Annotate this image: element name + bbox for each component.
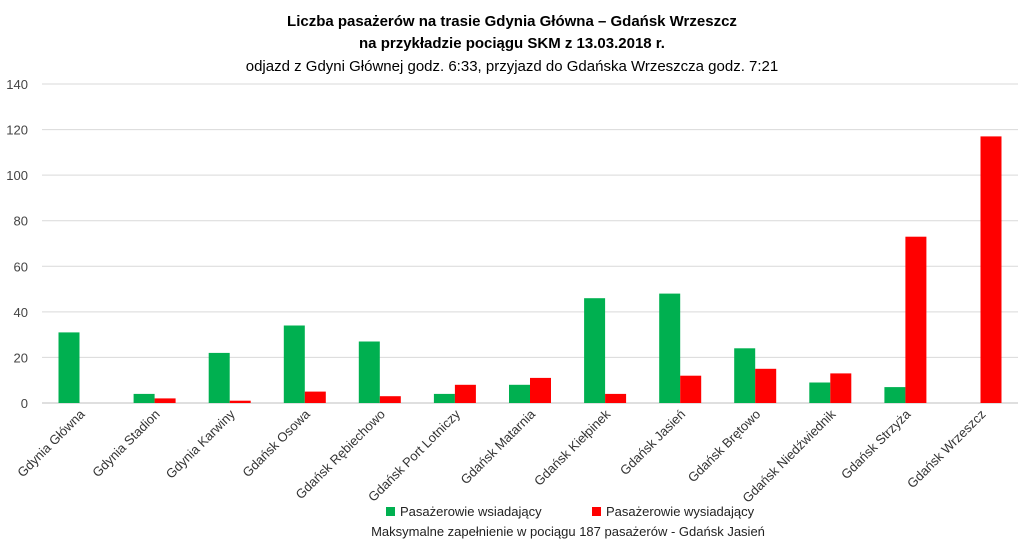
- bar-boarding: [884, 387, 906, 403]
- x-category-label: Gdynia Główna: [14, 406, 88, 480]
- legend: Pasażerowie wsiadający Pasażerowie wysia…: [386, 504, 755, 519]
- bar-boarding: [433, 393, 455, 403]
- x-category-label: Gdańsk Wrzeszcz: [904, 407, 989, 492]
- y-tick-label: 60: [14, 259, 28, 274]
- y-tick-label: 20: [14, 350, 28, 365]
- bar-alighting: [680, 375, 702, 403]
- bar-alighting: [605, 393, 627, 403]
- y-tick-label: 0: [21, 396, 28, 411]
- bar-boarding: [133, 393, 155, 403]
- y-axis-ticks: 0 20 40 60 80 100 120 140: [6, 77, 28, 411]
- bar-alighting: [304, 391, 326, 403]
- x-category-label: Gdynia Stadion: [89, 407, 162, 480]
- x-category-label: Gdańsk Osowa: [239, 406, 313, 480]
- chart-subtitle: na przykładzie pociągu SKM z 13.03.2018 …: [359, 35, 665, 52]
- x-category-label: Gdynia Karwiny: [163, 406, 238, 481]
- gridlines: [42, 83, 1018, 404]
- bar-boarding: [509, 384, 530, 403]
- bar-alighting: [905, 236, 927, 403]
- legend-swatch-boarding: [386, 507, 395, 516]
- x-category-label: Gdańsk Brętowo: [685, 407, 764, 486]
- x-category-label: Gdańsk Strzyża: [838, 406, 914, 482]
- chart-note: Maksymalne zapełnienie w pociągu 187 pas…: [371, 524, 765, 539]
- bars: [58, 136, 1002, 403]
- bar-boarding: [584, 298, 606, 403]
- y-tick-label: 140: [6, 77, 28, 92]
- bar-boarding: [58, 332, 80, 403]
- x-axis-labels: Gdynia Główna Gdynia Stadion Gdynia Karwin…: [14, 406, 988, 506]
- bar-alighting: [154, 398, 176, 403]
- bar-alighting: [755, 368, 777, 403]
- bar-boarding: [809, 382, 831, 403]
- x-category-label: Gdańsk Kiełpinek: [531, 406, 613, 488]
- chart-title: Liczba pasażerów na trasie Gdynia Główna…: [287, 13, 737, 30]
- bar-alighting: [980, 136, 1002, 403]
- bar-boarding: [208, 352, 230, 403]
- bar-boarding: [283, 325, 305, 403]
- bar-alighting: [830, 373, 852, 403]
- chart-subtitle-2: odjazd z Gdyni Głównej godz. 6:33, przyj…: [246, 58, 779, 75]
- y-tick-label: 120: [6, 123, 28, 138]
- y-tick-label: 40: [14, 305, 28, 320]
- bar-alighting: [530, 377, 551, 403]
- bar-alighting: [229, 400, 251, 403]
- legend-label-boarding: Pasażerowie wsiadający: [400, 504, 542, 519]
- legend-swatch-alighting: [592, 507, 601, 516]
- legend-label-alighting: Pasażerowie wysiadający: [606, 504, 755, 519]
- y-tick-label: 100: [6, 168, 28, 183]
- x-category-label: Gdańsk Matarnia: [458, 406, 539, 487]
- y-tick-label: 80: [14, 214, 28, 229]
- bar-alighting: [454, 384, 476, 403]
- bar-boarding: [734, 348, 756, 403]
- bar-alighting: [379, 396, 401, 403]
- x-category-label: Gdańsk Jasień: [617, 407, 688, 478]
- bar-boarding: [358, 341, 380, 403]
- bar-boarding: [659, 293, 681, 403]
